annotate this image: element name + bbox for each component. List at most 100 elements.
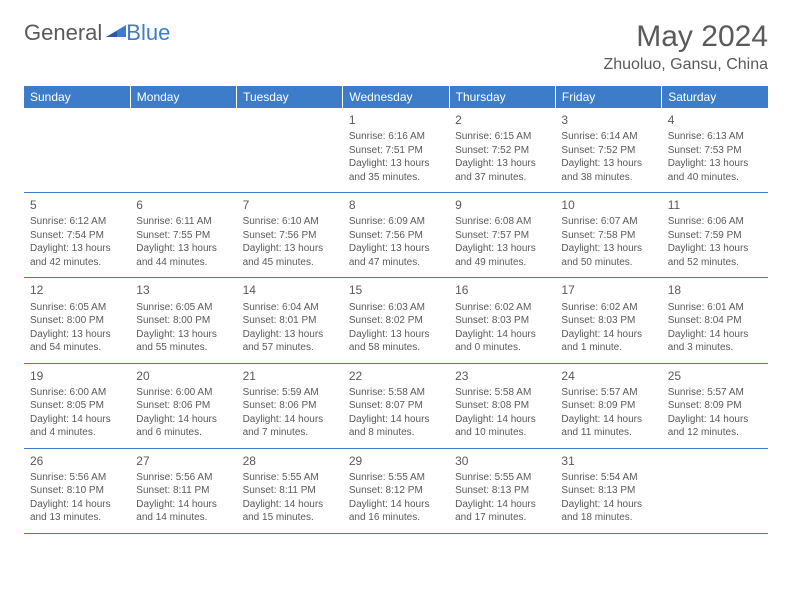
day-number: 15: [349, 282, 443, 298]
day-header: Friday: [555, 86, 661, 108]
logo-text-blue: Blue: [126, 20, 170, 46]
sunset-line: Sunset: 8:10 PM: [30, 484, 124, 498]
sunset-line: Sunset: 8:12 PM: [349, 484, 443, 498]
day-header: Thursday: [449, 86, 555, 108]
day-number: 27: [136, 453, 230, 469]
day-number: 23: [455, 368, 549, 384]
sunset-line: Sunset: 8:00 PM: [30, 314, 124, 328]
day-header-row: SundayMondayTuesdayWednesdayThursdayFrid…: [24, 86, 768, 108]
day-number: 8: [349, 197, 443, 213]
day-number: 25: [668, 368, 762, 384]
calendar-cell: 27 Sunrise: 5:56 AMSunset: 8:11 PMDayligh…: [130, 448, 236, 533]
day-header: Sunday: [24, 86, 130, 108]
sunset-line: Sunset: 8:11 PM: [243, 484, 337, 498]
calendar-cell: 17Sunrise: 6:02 AMSunset: 8:03 PMDayligh…: [555, 278, 661, 363]
day-number: 18: [668, 282, 762, 298]
calendar-cell: 12Sunrise: 6:05 AMSunset: 8:00 PMDayligh…: [24, 278, 130, 363]
day-number: 6: [136, 197, 230, 213]
calendar-cell: 4Sunrise: 6:13 AMSunset: 7:53 PMDaylight…: [662, 108, 768, 193]
day-number: 10: [561, 197, 655, 213]
sunrise-line: Sunrise: 6:11 AM: [136, 215, 230, 229]
day-number: 3: [561, 112, 655, 128]
sunrise-line: Sunrise: 6:16 AM: [349, 130, 443, 144]
sunrise-line: Sunrise: 6:02 AM: [561, 301, 655, 315]
calendar-cell: 10Sunrise: 6:07 AMSunset: 7:58 PMDayligh…: [555, 193, 661, 278]
sunset-line: Sunset: 7:57 PM: [455, 229, 549, 243]
daylight-line: Daylight: 13 hours and 40 minutes.: [668, 157, 762, 184]
calendar-cell: 22Sunrise: 5:58 AMSunset: 8:07 PMDayligh…: [343, 363, 449, 448]
calendar-cell: 3Sunrise: 6:14 AMSunset: 7:52 PMDaylight…: [555, 108, 661, 193]
calendar-cell: 26Sunrise: 5:56 AMSunset: 8:10 PMDayligh…: [24, 448, 130, 533]
calendar-body: 1Sunrise: 6:16 AMSunset: 7:51 PMDaylight…: [24, 108, 768, 533]
daylight-line: Daylight: 14 hours and 10 minutes.: [455, 413, 549, 440]
sunrise-line: Sunrise: 6:14 AM: [561, 130, 655, 144]
calendar-cell: 6Sunrise: 6:11 AMSunset: 7:55 PMDaylight…: [130, 193, 236, 278]
day-number: 13: [136, 282, 230, 298]
daylight-line: Daylight: 14 hours and 16 minutes.: [349, 498, 443, 525]
sunrise-line: Sunrise: 6:08 AM: [455, 215, 549, 229]
daylight-line: Daylight: 13 hours and 54 minutes.: [30, 328, 124, 355]
sunset-line: Sunset: 8:09 PM: [668, 399, 762, 413]
calendar-cell: 7Sunrise: 6:10 AMSunset: 7:56 PMDaylight…: [237, 193, 343, 278]
daylight-line: Daylight: 13 hours and 37 minutes.: [455, 157, 549, 184]
calendar-cell: 14Sunrise: 6:04 AMSunset: 8:01 PMDayligh…: [237, 278, 343, 363]
sunset-line: Sunset: 8:13 PM: [455, 484, 549, 498]
sunrise-line: Sunrise: 5:55 AM: [349, 471, 443, 485]
sunrise-line: Sunrise: 6:00 AM: [30, 386, 124, 400]
day-header: Tuesday: [237, 86, 343, 108]
logo: General Blue: [24, 20, 170, 46]
sunrise-line: Sunrise: 5:58 AM: [349, 386, 443, 400]
daylight-line: Daylight: 13 hours and 35 minutes.: [349, 157, 443, 184]
day-number: 24: [561, 368, 655, 384]
daylight-line: Daylight: 13 hours and 47 minutes.: [349, 242, 443, 269]
calendar-cell-empty: [662, 448, 768, 533]
calendar-cell: 24Sunrise: 5:57 AMSunset: 8:09 PMDayligh…: [555, 363, 661, 448]
sunset-line: Sunset: 8:03 PM: [561, 314, 655, 328]
calendar-cell: 13Sunrise: 6:05 AMSunset: 8:00 PMDayligh…: [130, 278, 236, 363]
day-number: 29: [349, 453, 443, 469]
sunrise-line: Sunrise: 5:56 AM: [30, 471, 124, 485]
day-number: 19: [30, 368, 124, 384]
sunset-line: Sunset: 8:11 PM: [136, 484, 230, 498]
calendar-cell: 5Sunrise: 6:12 AMSunset: 7:54 PMDaylight…: [24, 193, 130, 278]
sunrise-line: Sunrise: 5:55 AM: [243, 471, 337, 485]
calendar-cell-empty: [24, 108, 130, 193]
daylight-line: Daylight: 13 hours and 55 minutes.: [136, 328, 230, 355]
sunset-line: Sunset: 7:53 PM: [668, 144, 762, 158]
day-number: 30: [455, 453, 549, 469]
daylight-line: Daylight: 14 hours and 12 minutes.: [668, 413, 762, 440]
day-number: 2: [455, 112, 549, 128]
daylight-line: Daylight: 14 hours and 7 minutes.: [243, 413, 337, 440]
sunset-line: Sunset: 8:13 PM: [561, 484, 655, 498]
sunrise-line: Sunrise: 6:06 AM: [668, 215, 762, 229]
daylight-line: Daylight: 14 hours and 4 minutes.: [30, 413, 124, 440]
day-number: 21: [243, 368, 337, 384]
sunset-line: Sunset: 7:56 PM: [349, 229, 443, 243]
calendar-cell: 16Sunrise: 6:02 AMSunset: 8:03 PMDayligh…: [449, 278, 555, 363]
sunset-line: Sunset: 8:08 PM: [455, 399, 549, 413]
daylight-line: Daylight: 14 hours and 8 minutes.: [349, 413, 443, 440]
sunset-line: Sunset: 8:06 PM: [136, 399, 230, 413]
daylight-line: Daylight: 13 hours and 49 minutes.: [455, 242, 549, 269]
day-header: Monday: [130, 86, 236, 108]
daylight-line: Daylight: 13 hours and 50 minutes.: [561, 242, 655, 269]
sunrise-line: Sunrise: 5:56 AM: [136, 471, 230, 485]
day-number: 26: [30, 453, 124, 469]
daylight-line: Daylight: 13 hours and 57 minutes.: [243, 328, 337, 355]
sunset-line: Sunset: 8:00 PM: [136, 314, 230, 328]
sunset-line: Sunset: 8:06 PM: [243, 399, 337, 413]
day-number: 22: [349, 368, 443, 384]
calendar-cell: 30Sunrise: 5:55 AMSunset: 8:13 PMDayligh…: [449, 448, 555, 533]
calendar-cell: 19Sunrise: 6:00 AMSunset: 8:05 PMDayligh…: [24, 363, 130, 448]
calendar-cell: 1Sunrise: 6:16 AMSunset: 7:51 PMDaylight…: [343, 108, 449, 193]
calendar-cell: 9Sunrise: 6:08 AMSunset: 7:57 PMDaylight…: [449, 193, 555, 278]
sunrise-line: Sunrise: 6:09 AM: [349, 215, 443, 229]
calendar-cell: 25Sunrise: 5:57 AMSunset: 8:09 PMDayligh…: [662, 363, 768, 448]
daylight-line: Daylight: 14 hours and 14 minutes.: [136, 498, 230, 525]
daylight-line: Daylight: 13 hours and 42 minutes.: [30, 242, 124, 269]
sunrise-line: Sunrise: 6:04 AM: [243, 301, 337, 315]
calendar-cell: 8 Sunrise: 6:09 AMSunset: 7:56 PMDaylight…: [343, 193, 449, 278]
calendar-table: SundayMondayTuesdayWednesdayThursdayFrid…: [24, 86, 768, 534]
sunset-line: Sunset: 7:55 PM: [136, 229, 230, 243]
sunrise-line: Sunrise: 5:54 AM: [561, 471, 655, 485]
